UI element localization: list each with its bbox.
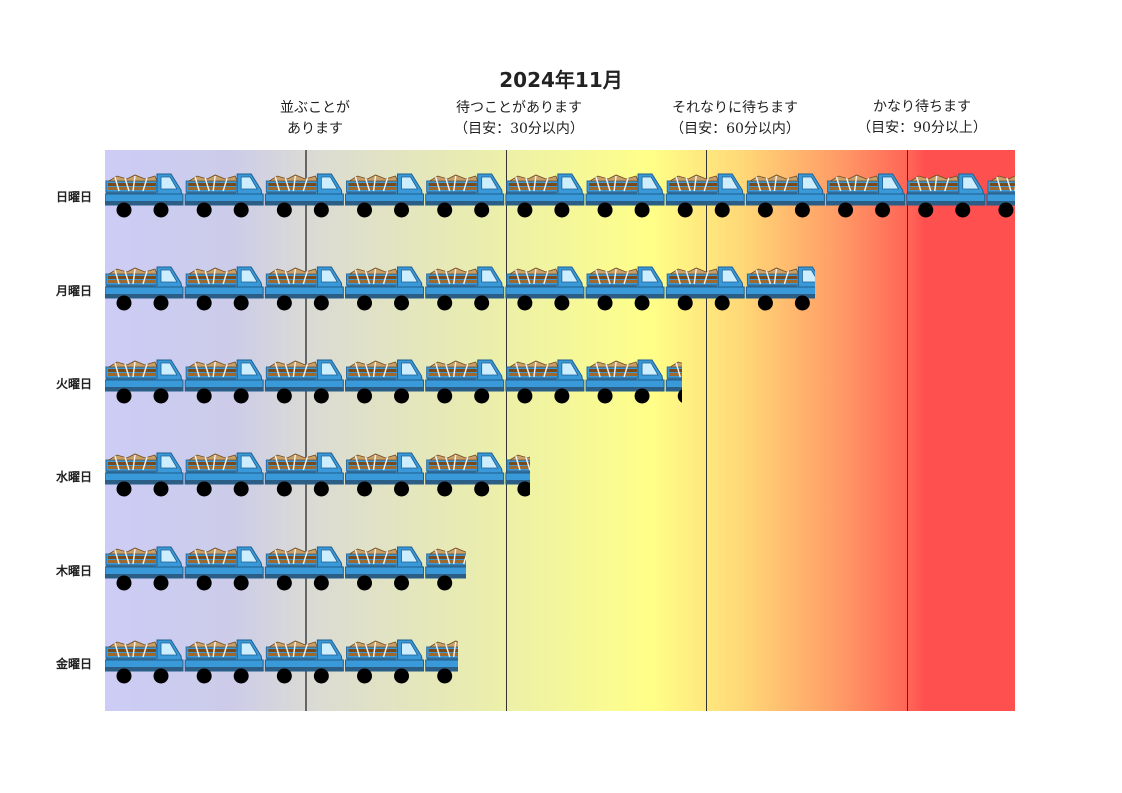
level-header-3: それなりに待ちます （目安：60分以内） [625,98,845,140]
bar-monday [105,265,815,313]
truck-icon [105,639,458,684]
level-header-4-line1: かなり待ちます [873,99,971,115]
level-header-2: 待つことがあります （目安：30分以内） [409,98,629,140]
row-label-sunday: 日曜日 [55,190,92,204]
bar-friday [105,638,458,686]
level-header-4: かなり待ちます （目安：90分以上） [812,97,1032,139]
level-header-1-line2: あります [287,121,343,137]
row-label-monday: 月曜日 [55,284,92,298]
chart-title: 2024年11月 [499,68,623,92]
threshold-line-2 [505,150,507,711]
level-header-2-line1: 待つことがあります [456,100,582,116]
threshold-line-4 [906,150,908,711]
level-header-2-line2: （目安：30分以内） [454,121,584,137]
level-header-1: 並ぶことが あります [205,98,425,140]
threshold-line-1 [305,150,308,711]
bar-sunday [105,172,1015,220]
row-label-friday: 金曜日 [55,657,92,671]
row-label-tuesday: 火曜日 [55,377,92,391]
bar-wednesday [105,451,530,499]
truck-icon [105,266,815,311]
level-header-4-line2: （目安：90分以上） [857,120,987,136]
truck-icon [105,359,682,404]
bar-thursday [105,545,466,593]
truck-icon [105,173,1015,218]
threshold-line-3 [706,150,708,711]
level-header-1-line1: 並ぶことが [280,100,350,116]
bar-tuesday [105,358,682,406]
truck-icon [105,546,466,591]
row-label-wednesday: 水曜日 [55,470,92,484]
level-header-3-line1: それなりに待ちます [672,100,798,116]
truck-icon [105,452,530,497]
plot-area [105,150,1015,711]
level-header-3-line2: （目安：60分以内） [670,121,800,137]
row-label-thursday: 木曜日 [55,564,92,578]
